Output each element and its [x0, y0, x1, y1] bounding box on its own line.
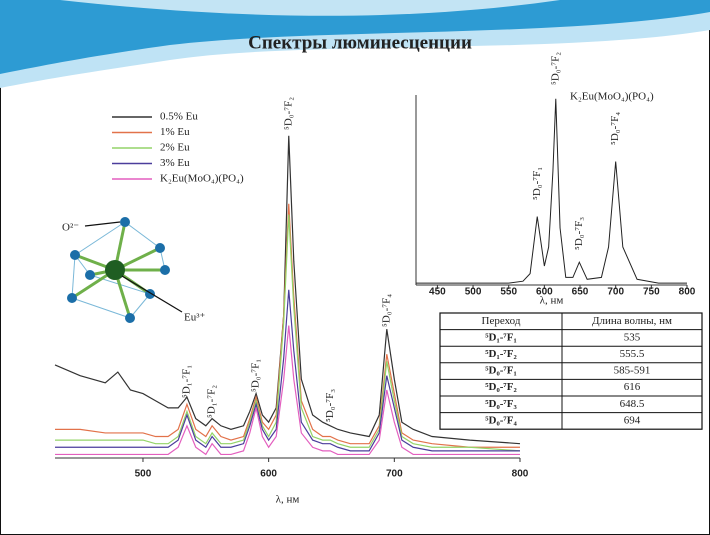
peak-label: ⁵D₀-⁷F₄: [380, 294, 392, 327]
x-tick-label: 700: [607, 287, 624, 298]
peak-label: ⁵D₀-⁷F₄: [609, 112, 621, 145]
inset-title: K₂Eu(MoO₄)(PO₄): [570, 91, 654, 103]
table-border: [440, 313, 702, 429]
peak-label: ⁵D₀-⁷F₃: [573, 217, 585, 250]
x-tick-label: 500: [465, 287, 482, 298]
slide: Спектры люминесценции O²⁻ Eu³⁺ Переход Дл…: [0, 0, 710, 535]
table-cell: ⁵D₀-⁷F₁: [485, 365, 517, 377]
legend-label: 2% Eu: [160, 142, 190, 154]
x-tick-label: 750: [643, 287, 660, 298]
peak-label: ⁵D₁-⁷F₂: [206, 385, 218, 418]
table-cell: 585-591: [614, 365, 651, 377]
table-cell: ⁵D₁-⁷F₂: [485, 348, 517, 360]
table-header: Длина волны, нм: [592, 315, 672, 327]
peak-label: ⁵D₀-⁷F₁: [531, 167, 543, 200]
table-cell: 555.5: [620, 348, 645, 360]
slide-title: Спектры люминесценции: [248, 32, 472, 53]
table-cell: ⁵D₀-⁷F₄: [485, 414, 517, 426]
peak-label: ⁵D₀-⁷F₂: [282, 97, 294, 130]
x-tick-label: 800: [679, 287, 696, 298]
peak-label: ⁵D₁-⁷F₁: [180, 365, 192, 398]
table-header: Переход: [482, 315, 521, 327]
table-cell: 535: [624, 331, 641, 343]
legend-label: 1% Eu: [160, 126, 190, 138]
x-tick-label: 450: [429, 287, 446, 298]
oxygen-label: O²⁻: [62, 222, 79, 234]
x-tick-label: 650: [572, 287, 589, 298]
x-axis-label: λ, нм: [540, 295, 564, 307]
legend-label: K₂Eu(MoO₄)(PO₄): [160, 173, 244, 185]
peak-label: ⁵D₀-⁷F₁: [250, 359, 262, 392]
table: Переход Длина волны, нм ⁵D₁-⁷F₁ 535 ⁵D₁-⁷F₂ 5…: [440, 313, 702, 429]
x-tick-label: 700: [386, 469, 403, 480]
legend-label: 0.5% Eu: [160, 111, 198, 123]
x-tick-label: 800: [512, 469, 529, 480]
peak-label: ⁵D₀-⁷F₂: [549, 52, 561, 85]
table-cell: 648.5: [620, 398, 645, 410]
europium-label: Eu³⁺: [184, 312, 206, 324]
table-cell: ⁵D₁-⁷F₁: [485, 331, 517, 343]
table-cell: ⁵D₀-⁷F₃: [485, 398, 517, 410]
legend-label: 3% Eu: [160, 157, 190, 169]
table-cell: 616: [624, 381, 641, 393]
x-tick-label: 550: [500, 287, 517, 298]
table-cell: ⁵D₀-⁷F₂: [485, 381, 517, 393]
x-tick-label: 600: [260, 469, 277, 480]
x-tick-label: 500: [135, 469, 152, 480]
x-axis-label: λ, нм: [276, 494, 300, 506]
table-cell: 694: [624, 414, 641, 426]
peak-label: ⁵D₀-⁷F₃: [324, 389, 336, 422]
